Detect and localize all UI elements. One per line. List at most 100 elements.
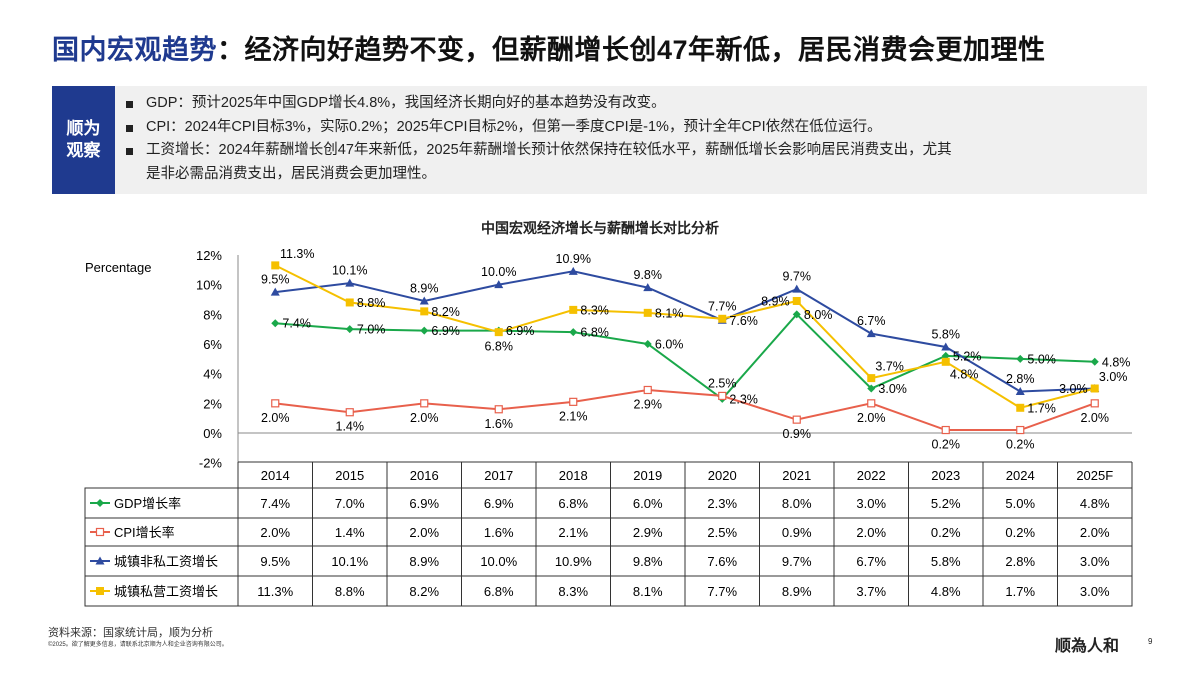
- page-number: 9: [1148, 637, 1153, 646]
- data-label: 8.9%: [761, 294, 790, 308]
- data-point: [271, 319, 280, 328]
- data-point: [792, 415, 801, 424]
- table-cell: 0.2%: [1005, 525, 1035, 540]
- table-cell: 10.1%: [331, 554, 368, 569]
- x-tick-label: 2018: [559, 468, 588, 483]
- table-cell: 2.8%: [1005, 554, 1035, 569]
- data-label: 2.1%: [559, 409, 588, 423]
- y-tick-label: 6%: [203, 337, 222, 352]
- legend-marker: [95, 527, 105, 537]
- y-tick-label: 0%: [203, 426, 222, 441]
- series-line: [274, 264, 1096, 409]
- x-tick-label: 2021: [782, 468, 811, 483]
- table-cell: 5.8%: [931, 554, 961, 569]
- data-point: [867, 374, 876, 383]
- data-label: 10.0%: [481, 265, 516, 279]
- observation-list: GDP：预计2025年中国GDP增长4.8%，我国经济长期向好的基本趋势没有改变…: [124, 92, 952, 186]
- data-point: [494, 280, 504, 289]
- table-cell: 10.0%: [480, 554, 517, 569]
- data-point: [1090, 357, 1099, 366]
- data-point: [345, 278, 355, 287]
- data-label: 2.0%: [1081, 411, 1110, 425]
- data-label: 0.2%: [932, 438, 961, 452]
- data-point: [271, 261, 280, 270]
- data-label: 8.2%: [431, 305, 460, 319]
- x-tick-label: 2019: [633, 468, 662, 483]
- x-tick-label: 2020: [708, 468, 737, 483]
- page-title: 国内宏观趋势：经济向好趋势不变，但薪酬增长创47年新低，居民消费会更加理性: [52, 35, 1046, 65]
- legend-label: 城镇私营工资增长: [114, 584, 218, 599]
- data-label: 1.7%: [1027, 401, 1056, 415]
- legend-label: 城镇非私工资增长: [114, 554, 218, 569]
- table-cell: 2.0%: [260, 525, 290, 540]
- data-point: [866, 329, 876, 338]
- data-point: [867, 384, 876, 393]
- table-cell: 2.9%: [633, 525, 663, 540]
- x-tick-label: 2015: [335, 468, 364, 483]
- data-label: 3.7%: [875, 360, 904, 374]
- table-cell: 7.6%: [707, 554, 737, 569]
- table-cell: 3.0%: [1080, 554, 1110, 569]
- data-point: [420, 307, 429, 316]
- data-label: 3.0%: [1099, 370, 1128, 384]
- table-cell: 6.8%: [558, 496, 588, 511]
- series-line: [275, 270, 1095, 393]
- data-point: [419, 296, 429, 305]
- table-cell: 8.2%: [409, 584, 439, 599]
- data-point: [792, 310, 801, 319]
- data-label: 8.8%: [357, 296, 386, 310]
- data-point: [1090, 384, 1099, 393]
- table-cell: 2.3%: [707, 496, 737, 511]
- x-tick-label: 2014: [261, 468, 290, 483]
- data-point: [643, 385, 652, 395]
- data-point: [1016, 354, 1025, 363]
- y-tick-label: 4%: [203, 367, 222, 382]
- data-point: [718, 391, 727, 401]
- data-point: [270, 287, 280, 296]
- table-cell: 8.0%: [782, 496, 812, 511]
- data-point: [271, 399, 280, 408]
- data-label: 8.3%: [580, 303, 609, 317]
- data-point: [1016, 425, 1025, 435]
- data-point: [569, 305, 578, 314]
- data-point: [792, 296, 801, 305]
- data-label: 7.6%: [729, 314, 758, 328]
- table-cell: 3.7%: [856, 584, 886, 599]
- table-cell: 9.5%: [260, 554, 290, 569]
- data-label: 2.3%: [729, 392, 758, 406]
- legend-marker: [96, 587, 104, 595]
- data-point: [941, 357, 950, 366]
- data-point: [792, 284, 802, 293]
- data-label: 6.8%: [580, 326, 609, 340]
- data-label: 9.8%: [634, 268, 663, 282]
- table-cell: 8.8%: [335, 584, 365, 599]
- series-line: [275, 312, 1095, 401]
- data-label: 7.7%: [708, 299, 737, 313]
- data-point: [345, 325, 354, 334]
- y-tick-label: 10%: [196, 278, 222, 293]
- x-tick-label: 2025F: [1076, 468, 1113, 483]
- observation-tag: 顺为 观察: [52, 86, 115, 194]
- table-cell: 8.9%: [409, 554, 439, 569]
- table-cell: 0.9%: [782, 525, 812, 540]
- x-tick-label: 2022: [857, 468, 886, 483]
- x-tick-label: 2024: [1006, 468, 1035, 483]
- table-cell: 8.3%: [558, 584, 588, 599]
- data-label: 6.7%: [857, 314, 886, 328]
- data-point: [420, 326, 429, 335]
- bullet: CPI：2024年CPI目标3%，实际0.2%；2025年CPI目标2%，但第一…: [124, 116, 952, 140]
- data-label: 1.4%: [336, 420, 365, 434]
- data-point: [867, 399, 876, 408]
- data-label: 5.8%: [932, 327, 961, 341]
- data-label: 7.4%: [282, 317, 311, 331]
- data-point: [494, 328, 503, 337]
- legend-label: CPI增长率: [114, 525, 175, 540]
- data-label: 3.0%: [878, 382, 907, 396]
- data-label: 0.9%: [783, 427, 812, 441]
- logo: 顺為人和: [1055, 636, 1120, 655]
- table-cell: 2.0%: [856, 525, 886, 540]
- data-point: [345, 298, 354, 307]
- data-point: [718, 314, 727, 323]
- data-point: [420, 399, 429, 408]
